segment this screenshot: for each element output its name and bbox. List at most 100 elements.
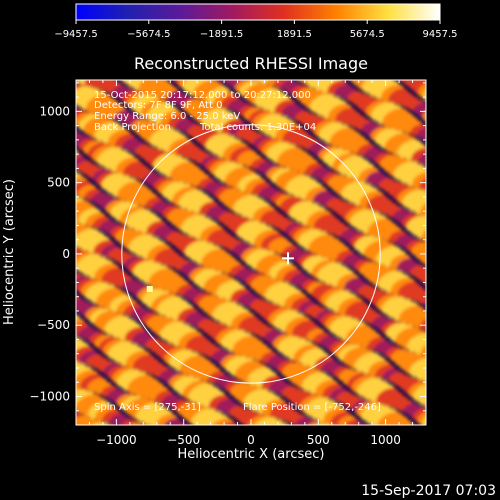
x-axis-label: Heliocentric X (arcsec)	[178, 447, 325, 462]
y-tick-label: 1000	[39, 104, 70, 118]
heatmap-blob	[436, 324, 456, 340]
heatmap-blob	[45, 118, 72, 140]
heatmap-blob	[371, 54, 398, 76]
heatmap-blob	[46, 284, 73, 307]
heatmap-blob	[418, 104, 426, 118]
heatmap-blob	[46, 261, 69, 280]
y-tick-label: 500	[47, 176, 70, 190]
heatmap-blob	[48, 426, 71, 445]
colorbar-tick-label: 1891.5	[277, 29, 312, 40]
colorbar-tick-label: −9457.5	[54, 29, 97, 40]
heatmap-blob	[434, 370, 457, 389]
y-axis-label: Heliocentric Y (arcsec)	[2, 179, 17, 325]
heatmap-blob	[427, 366, 454, 388]
heatmap-blob	[413, 195, 426, 215]
heatmap-blob	[410, 429, 428, 444]
heatmap-blob	[106, 57, 126, 74]
heatmap-blob	[429, 132, 454, 152]
spin-axis-label: Spin Axis = [275,-31]	[94, 402, 201, 413]
chart-title: Reconstructed RHESSI Image	[134, 54, 368, 73]
heatmap-blob	[121, 419, 137, 425]
heatmap-blob	[404, 425, 423, 441]
heatmap-blob	[425, 319, 444, 335]
heatmap-blob	[96, 52, 115, 67]
heatmap-blob	[45, 141, 76, 167]
heatmap-blob	[337, 415, 356, 425]
heatmap-blob	[425, 177, 447, 195]
solar-limb	[121, 124, 381, 384]
heatmap-blob	[44, 329, 76, 355]
heatmap-blob	[419, 175, 426, 191]
heatmap-blob	[268, 423, 298, 448]
y-axis-ticks: −1000 −500 0 500 1000	[29, 82, 426, 412]
heatmap-blob	[426, 343, 448, 361]
x-tick-label: −500	[167, 433, 200, 447]
annotation-block: 15-Oct-2015 20:17:12.000 to 20:27:12.000…	[94, 90, 316, 133]
heatmap-blob	[425, 200, 451, 222]
heatmap-blob	[427, 247, 460, 274]
annotation-method: Back Projection	[94, 122, 171, 133]
heatmap-blob	[415, 361, 426, 381]
heatmap-blob	[417, 54, 450, 81]
heatmap-blob	[378, 58, 401, 77]
heatmap-blob	[431, 62, 458, 85]
colorbar-ticks: −9457.5 −5674.5 −1891.5 1891.5 5674.5 9457.5	[54, 20, 458, 40]
heatmap-blob	[102, 55, 121, 70]
heatmap-blob	[209, 418, 234, 425]
colorbar-tick-label: 5674.5	[350, 29, 385, 40]
flare-position-marker	[146, 285, 153, 292]
heatmap-blob	[54, 288, 78, 308]
heatmap-blob	[222, 424, 244, 443]
heatmap-blob	[427, 296, 448, 313]
plot-timestamp: 15-Sep-2017 07:03	[361, 483, 496, 499]
annotation-energy: Energy Range: 6.0 - 25.0 keV	[94, 111, 240, 122]
y-tick-label: −1000	[29, 389, 70, 403]
heatmap-blob	[424, 105, 453, 129]
heatmap-blob	[418, 151, 426, 164]
heatmap-blob	[329, 431, 359, 456]
colorbar-tick-label: −1891.5	[200, 29, 243, 40]
heatmap-blob	[420, 270, 426, 284]
heatmap-blob	[48, 355, 76, 378]
annotation-time-range: 15-Oct-2015 20:17:12.000 to 20:27:12.000	[94, 90, 311, 101]
heatmap-blob	[391, 419, 413, 425]
y-tick-label: −500	[37, 318, 70, 332]
heatmap-blob	[424, 57, 454, 82]
heatmap-blob	[47, 403, 66, 419]
heatmap-blob	[53, 406, 71, 421]
heatmap-blob	[46, 189, 74, 212]
x-tick-label: 1000	[370, 433, 401, 447]
heatmap-blob	[424, 248, 426, 268]
heatmap-blob	[55, 431, 75, 448]
annotation-detectors: Detectors: 7F 8F 9F, Att 0	[94, 100, 222, 111]
heatmap-blob	[58, 54, 89, 79]
heatmap-blob	[426, 223, 457, 248]
heatmap-blob	[53, 265, 73, 281]
x-tick-label: −1000	[96, 433, 137, 447]
heatmap-blob	[424, 410, 456, 437]
flare-position-label: Flare Position = [-752,-246]	[243, 402, 381, 413]
heatmap-blob	[47, 215, 67, 232]
heatmap-blob	[425, 81, 458, 108]
heatmap-blob	[420, 317, 426, 330]
x-axis-ticks: −1000 −500 0 500 1000	[88, 80, 414, 447]
heatmap-blob	[392, 66, 411, 81]
heatmap-blob	[431, 322, 449, 337]
heatmap-blob	[52, 216, 75, 235]
heatmap-blob	[434, 159, 454, 176]
heatmap-blob	[136, 424, 168, 450]
heatmap-blob	[49, 75, 67, 90]
y-tick-label: 0	[62, 247, 70, 261]
heatmap-blob	[44, 354, 68, 374]
heatmap-blob	[416, 127, 426, 139]
heatmap-blob	[76, 270, 77, 282]
x-tick-label: 0	[247, 433, 255, 447]
x-tick-label: 500	[307, 433, 330, 447]
heatmap-blob	[156, 413, 178, 425]
heatmap-blob	[432, 181, 451, 197]
colorbar-tick-label: −5674.5	[127, 29, 170, 40]
heatmap-blob	[54, 52, 81, 75]
heatmap-blob	[111, 59, 135, 78]
heatmap-blob	[425, 130, 446, 148]
